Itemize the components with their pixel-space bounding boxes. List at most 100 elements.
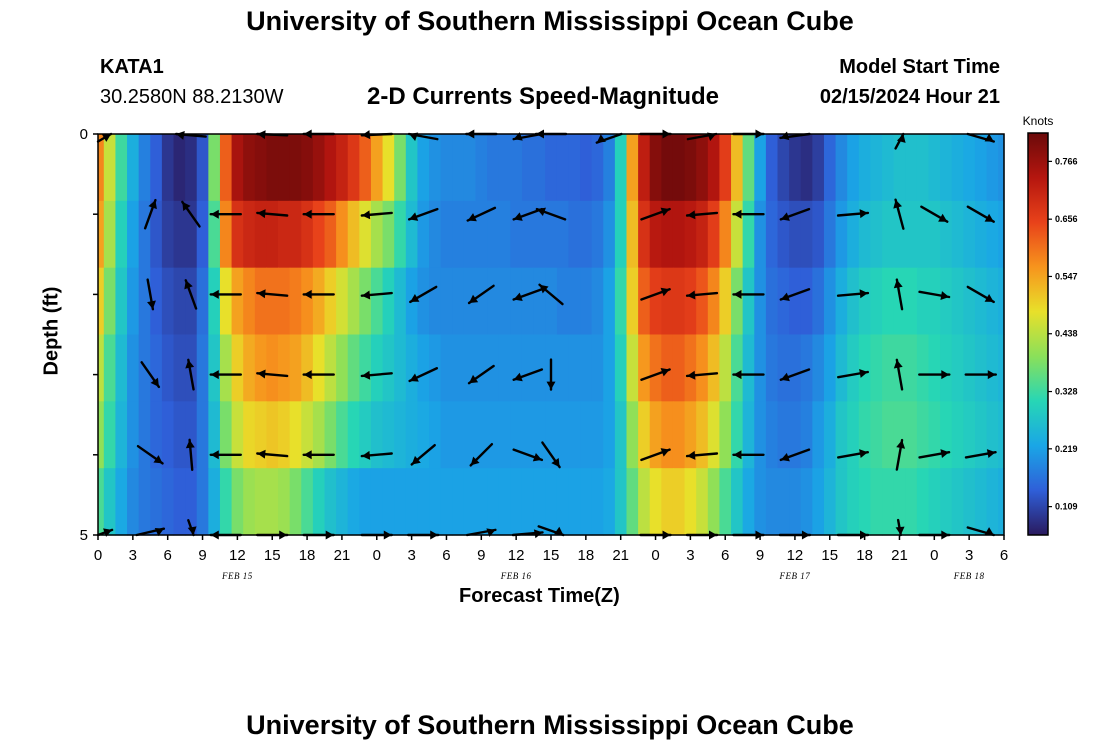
heat-cell	[336, 334, 349, 402]
heat-cell	[974, 267, 988, 336]
current-vector	[918, 290, 951, 301]
heat-cell	[823, 134, 837, 202]
heat-cell	[777, 468, 790, 536]
heat-cell	[289, 334, 302, 402]
heat-cell	[173, 267, 186, 336]
heat-cell	[231, 267, 244, 336]
current-vector	[732, 450, 765, 460]
heat-cell	[893, 200, 906, 269]
heat-cell	[649, 200, 662, 269]
heat-cell	[382, 334, 395, 402]
current-vector	[360, 450, 393, 460]
y-tick-label: 5	[80, 527, 88, 544]
heat-cell	[731, 468, 744, 536]
current-vector	[535, 207, 567, 221]
current-vector	[512, 448, 544, 462]
heat-cell	[266, 200, 279, 269]
heat-cell	[440, 200, 453, 269]
heat-cell	[951, 134, 964, 202]
heat-cell	[672, 334, 686, 402]
heat-cell	[336, 134, 349, 202]
heat-cell	[487, 267, 500, 336]
heat-cell	[243, 134, 256, 202]
heat-cell	[498, 334, 511, 402]
heat-cell	[521, 401, 535, 469]
heat-cell	[219, 267, 233, 336]
heat-cell	[661, 134, 674, 202]
current-vector	[895, 518, 905, 537]
heat-cell	[684, 334, 697, 402]
heat-cell	[823, 200, 837, 269]
current-vector	[467, 364, 495, 385]
heat-cell	[812, 468, 825, 536]
heat-cell	[103, 468, 117, 536]
heat-cell	[115, 134, 128, 202]
heat-cell	[336, 200, 349, 269]
heat-cell	[278, 267, 291, 336]
heat-cell	[347, 468, 360, 536]
heat-cell	[742, 401, 755, 469]
heat-cell	[765, 134, 779, 202]
heat-cell	[475, 134, 488, 202]
heat-cell	[312, 200, 326, 269]
heat-cell	[603, 134, 616, 202]
x-tick-label: 15	[264, 547, 281, 564]
heat-cell	[696, 468, 709, 536]
current-vector	[640, 367, 671, 381]
heat-cell	[812, 401, 825, 469]
heat-cell	[254, 401, 268, 469]
heat-cell	[429, 267, 442, 336]
x-tick-label: 18	[299, 547, 316, 564]
current-vector	[966, 205, 995, 223]
heat-cell	[545, 267, 558, 336]
heat-cell	[394, 334, 407, 402]
heat-cell	[278, 200, 291, 269]
heat-cell	[115, 401, 128, 469]
x-tick-label: 15	[821, 547, 838, 564]
heat-cell	[614, 334, 628, 402]
heat-cell	[707, 200, 721, 269]
current-vector	[360, 290, 393, 300]
chart-title: 2-D Currents Speed-Magnitude	[367, 83, 720, 110]
heat-cell	[986, 468, 999, 536]
heat-cell	[580, 200, 593, 269]
heat-cell	[173, 200, 186, 269]
heat-cell	[452, 468, 465, 536]
current-vector	[836, 209, 870, 219]
heat-cell	[672, 134, 686, 202]
heat-cell	[463, 200, 477, 269]
x-tick-label: 3	[407, 547, 415, 564]
heat-cell	[603, 334, 616, 402]
heat-cell	[916, 200, 930, 269]
heat-cell	[568, 267, 581, 336]
current-vector	[209, 289, 242, 299]
heat-cell	[800, 334, 813, 402]
heat-cell	[498, 134, 511, 202]
heat-cell	[812, 267, 825, 336]
heat-cell	[754, 401, 767, 469]
current-vector	[541, 441, 561, 469]
heat-cell	[847, 134, 860, 202]
heat-cell	[278, 401, 291, 469]
heat-cell	[138, 200, 151, 269]
heat-cell	[684, 267, 697, 336]
heat-cell	[98, 334, 105, 402]
heat-cell	[440, 468, 453, 536]
current-vector	[893, 278, 904, 311]
current-vector	[136, 444, 164, 465]
heat-cell	[556, 134, 570, 202]
date-label: FEB 18	[953, 571, 985, 581]
heat-cell	[998, 200, 1005, 269]
heat-cell	[951, 267, 964, 336]
heat-cell	[545, 401, 558, 469]
heat-cell	[394, 267, 407, 336]
heat-cell	[336, 267, 349, 336]
heat-cell	[742, 134, 755, 202]
colorbar-title: Knots	[1023, 114, 1054, 128]
heat-cell	[858, 401, 872, 469]
x-tick-label: 21	[334, 547, 351, 564]
heat-cell	[382, 200, 395, 269]
heat-cell	[707, 334, 721, 402]
heat-cell	[905, 134, 918, 202]
heat-cell	[905, 401, 918, 469]
